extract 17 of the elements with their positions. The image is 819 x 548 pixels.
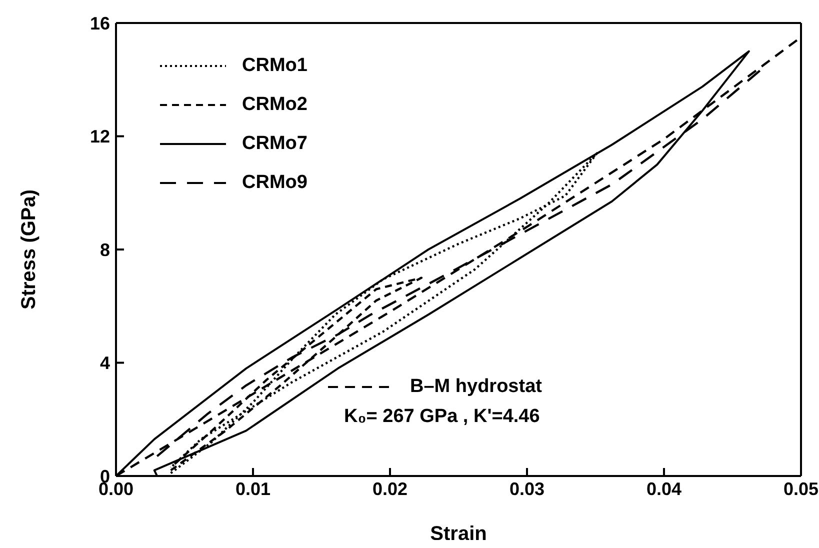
x-tick-label: 0.04 xyxy=(646,478,682,499)
annotation: K₀= 267 GPa , K'=4.46 xyxy=(344,406,541,428)
legend-label: CRMo2 xyxy=(242,94,308,116)
x-axis-title: Strain xyxy=(430,523,487,545)
x-tick-label: 0.01 xyxy=(235,478,271,499)
y-tick-label: 8 xyxy=(100,240,110,260)
x-tick-label: 0.02 xyxy=(372,478,408,499)
y-tick-label: 12 xyxy=(90,126,110,147)
legend-label: B–M hydrostat xyxy=(410,376,542,398)
x-tick-label: 0.05 xyxy=(783,478,819,499)
y-axis-title: Stress (GPa) xyxy=(18,189,40,310)
legend-label: CRMo9 xyxy=(242,172,308,194)
legend-label: CRMo1 xyxy=(242,54,308,76)
y-tick-label: 4 xyxy=(100,353,110,374)
y-tick-label: 16 xyxy=(90,13,110,34)
legend-label: CRMo7 xyxy=(242,132,308,154)
x-tick-label: 0.03 xyxy=(509,478,545,499)
